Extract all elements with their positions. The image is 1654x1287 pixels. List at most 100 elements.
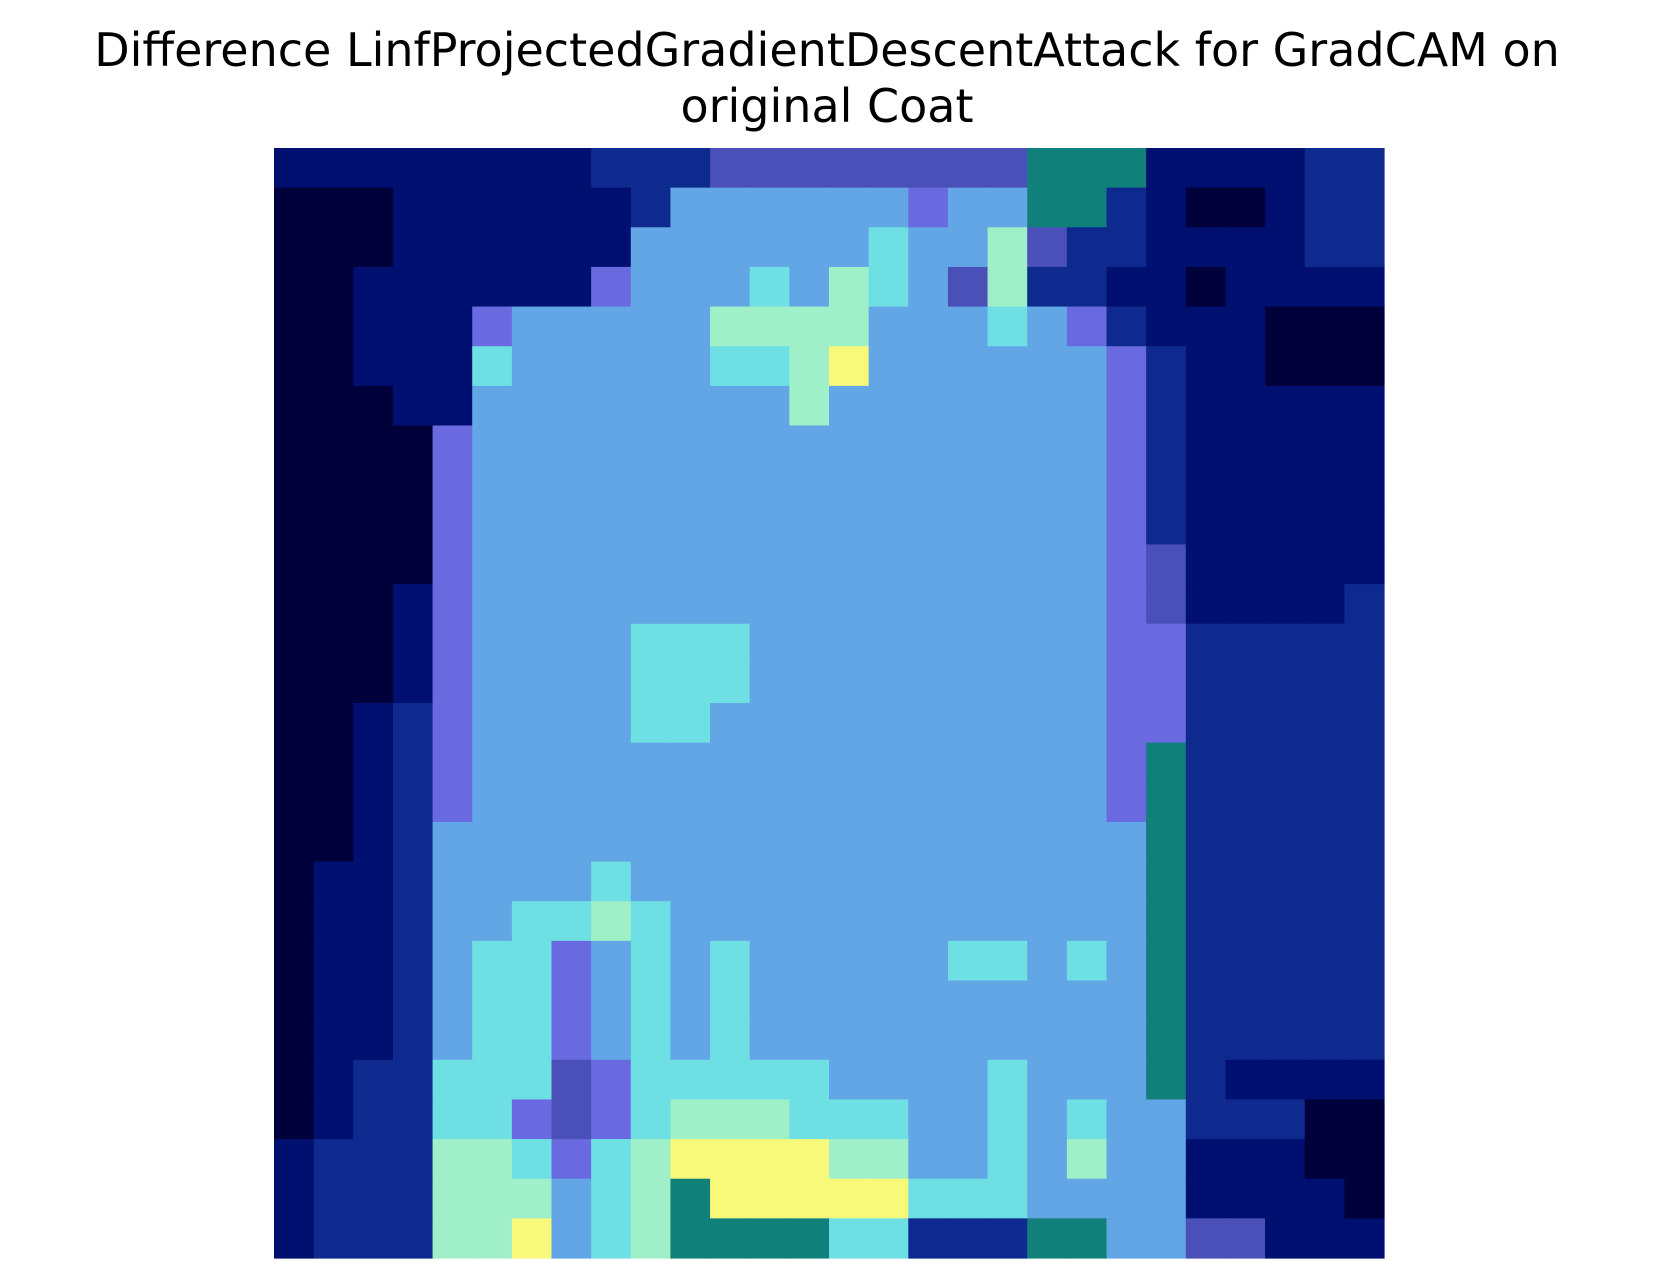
heatmap-cell: [1027, 1178, 1068, 1219]
heatmap-cell: [432, 1178, 473, 1219]
heatmap-cell: [670, 1059, 711, 1101]
heatmap-cell: [1185, 940, 1227, 982]
heatmap-cell: [472, 266, 513, 308]
heatmap-cell: [1185, 1099, 1227, 1140]
heatmap-cell: [1304, 227, 1345, 268]
heatmap-cell: [868, 901, 909, 942]
heatmap-cell: [710, 544, 751, 585]
heatmap-cell: [1225, 980, 1266, 1021]
heatmap-cell: [1344, 703, 1385, 744]
heatmap-cell: [868, 544, 909, 585]
heatmap-cell: [1344, 385, 1385, 427]
heatmap-cell: [511, 266, 553, 308]
heatmap-cell: [829, 940, 870, 982]
heatmap-cell: [1304, 623, 1345, 664]
heatmap-cell: [1066, 782, 1108, 823]
heatmap-cell: [432, 782, 473, 823]
heatmap-cell: [710, 782, 751, 823]
heatmap-cell: [710, 623, 751, 664]
heatmap-cell: [947, 703, 989, 744]
heatmap-cell: [313, 544, 354, 585]
heatmap-cell: [472, 465, 513, 506]
heatmap-cell: [868, 861, 909, 902]
heatmap-cell: [987, 465, 1028, 506]
heatmap-cell: [392, 782, 434, 823]
heatmap-cell: [274, 187, 315, 228]
heatmap-cell: [908, 425, 949, 466]
heatmap-cell: [432, 504, 473, 546]
heatmap-cell: [789, 1218, 830, 1259]
heatmap-cell: [1265, 346, 1306, 387]
heatmap-cell: [868, 425, 909, 466]
heatmap-cell: [1344, 980, 1385, 1021]
heatmap-cell: [353, 385, 394, 427]
heatmap-cell: [313, 504, 354, 546]
heatmap-cell: [1304, 465, 1345, 506]
heatmap-cell: [313, 306, 354, 347]
heatmap-cell: [1265, 385, 1306, 427]
heatmap-cell: [1066, 742, 1108, 783]
heatmap-cell: [630, 425, 672, 466]
heatmap-cell: [789, 346, 830, 387]
heatmap-cell: [947, 385, 989, 427]
heatmap-cell: [630, 227, 672, 268]
heatmap-cell: [1027, 742, 1068, 783]
heatmap-cell: [987, 663, 1028, 704]
heatmap-cell: [1344, 821, 1385, 863]
heatmap-cell: [511, 425, 553, 466]
heatmap-cell: [1106, 266, 1147, 308]
heatmap-cell: [1344, 940, 1385, 982]
heatmap-cell: [392, 861, 434, 902]
heatmap-cell: [947, 980, 989, 1021]
heatmap-cell: [868, 465, 909, 506]
heatmap-cell: [1225, 1059, 1266, 1101]
heatmap-cell: [472, 1059, 513, 1101]
heatmap-cell: [1265, 782, 1306, 823]
heatmap-cell: [511, 1178, 553, 1219]
heatmap-cell: [274, 504, 315, 546]
heatmap-cell: [829, 703, 870, 744]
heatmap-cell: [1185, 346, 1227, 387]
heatmap-cell: [947, 544, 989, 585]
heatmap-cell: [313, 1059, 354, 1101]
heatmap-cell: [749, 861, 790, 902]
heatmap-cell: [591, 1020, 632, 1061]
heatmap-cell: [511, 940, 553, 982]
heatmap-cell: [1027, 148, 1068, 189]
heatmap-cell: [987, 980, 1028, 1021]
heatmap-cell: [670, 1099, 711, 1140]
heatmap-cell: [908, 742, 949, 783]
heatmap-cell: [670, 861, 711, 902]
heatmap-cell: [947, 266, 989, 308]
heatmap-cell: [1027, 187, 1068, 228]
heatmap-cell: [551, 782, 592, 823]
heatmap-cell: [432, 266, 473, 308]
heatmap-cell: [432, 346, 473, 387]
heatmap-cell: [749, 742, 790, 783]
heatmap-cell: [1304, 821, 1345, 863]
heatmap-cell: [1225, 584, 1266, 625]
heatmap-cell: [789, 782, 830, 823]
heatmap-cell: [789, 901, 830, 942]
heatmap-cell: [1106, 940, 1147, 982]
heatmap-cell: [1344, 901, 1385, 942]
heatmap-cell: [274, 663, 315, 704]
heatmap-cell: [1225, 465, 1266, 506]
heatmap-cell: [1265, 504, 1306, 546]
heatmap-cell: [1344, 266, 1385, 308]
heatmap-cell: [868, 703, 909, 744]
heatmap-cell: [472, 504, 513, 546]
heatmap-cell: [313, 663, 354, 704]
heatmap-cell: [432, 663, 473, 704]
heatmap-cell: [313, 901, 354, 942]
heatmap-cell: [551, 623, 592, 664]
heatmap-cell: [1027, 940, 1068, 982]
heatmap-cell: [432, 821, 473, 863]
heatmap-cell: [1146, 663, 1187, 704]
heatmap-cell: [591, 306, 632, 347]
heatmap-cell: [630, 940, 672, 982]
heatmap-cell: [947, 1139, 989, 1180]
heatmap-cell: [630, 1020, 672, 1061]
heatmap-cell: [1185, 465, 1227, 506]
heatmap-cell: [829, 1139, 870, 1180]
